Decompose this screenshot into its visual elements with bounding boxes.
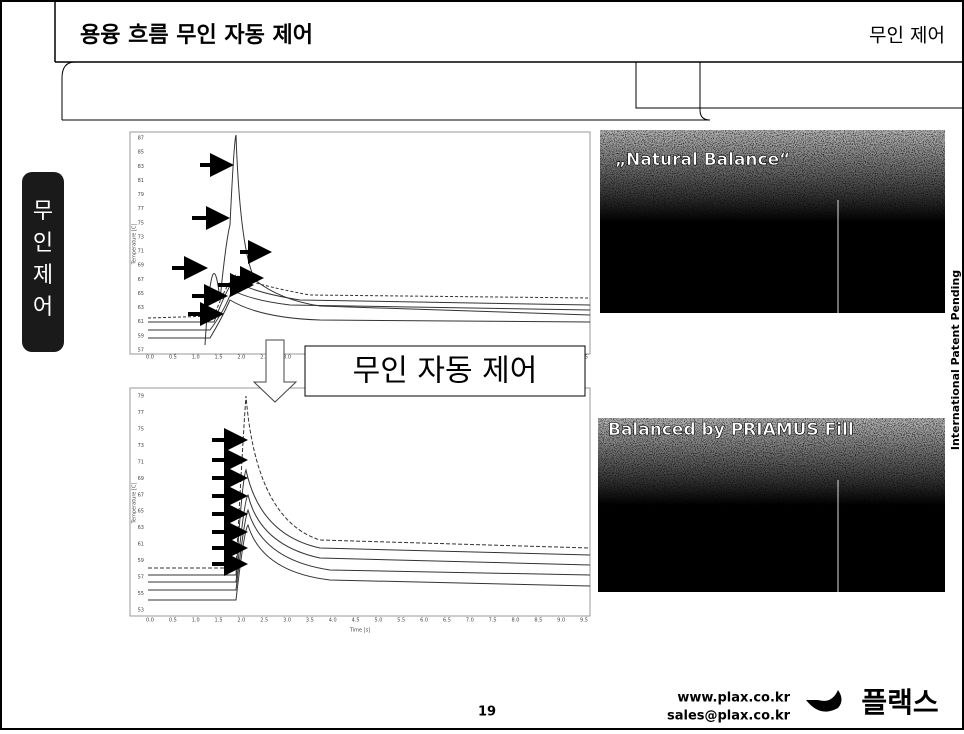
y-tick-label: 65 [138, 291, 144, 297]
y-tick-label: 79 [138, 192, 144, 198]
header-box [61, 61, 711, 121]
image [598, 418, 945, 592]
x-tick-label: 7.5 [489, 618, 497, 624]
x-tick-label: 9.0 [557, 618, 565, 624]
y-tick-label: 63 [138, 525, 144, 531]
y-tick-label: 61 [138, 319, 144, 325]
web: www.plax.co.kr [677, 691, 790, 706]
side-tab-char: 무 [33, 199, 53, 224]
x-tick-label: 9.5 [580, 618, 588, 624]
x-tick-label: 4.0 [329, 618, 337, 624]
image-caption: „Natural Balance“ [615, 150, 790, 170]
x-tick-label: 5.5 [397, 618, 405, 624]
x-tick-label: 1.0 [192, 618, 200, 624]
x-tick-label: 6.5 [443, 618, 451, 624]
logo: 플랙스 [861, 686, 938, 719]
y-tick-label: 87 [138, 136, 144, 142]
x-tick-label: 1.5 [215, 618, 223, 624]
x-tick-label: 0.5 [169, 355, 177, 361]
y-tick-label: 57 [138, 348, 144, 354]
y-tick-label: 85 [138, 150, 144, 156]
y-axis-label: Temperature [C] [132, 483, 138, 525]
down-arrow [252, 339, 298, 403]
x-tick-label: 1.0 [192, 355, 200, 361]
x-tick-label: 7.0 [466, 618, 474, 624]
header-box [635, 62, 962, 109]
y-axis-label: Temperature [C] [132, 224, 138, 266]
side-tab-char: 인 [33, 231, 53, 256]
y-tick-label: 83 [138, 164, 144, 170]
x-tick-label: 2.5 [260, 355, 268, 361]
chart-frame [129, 387, 591, 617]
x-tick-label: 4.5 [352, 618, 360, 624]
y-tick-label: 71 [138, 459, 144, 465]
y-tick-label: 53 [138, 608, 144, 614]
email: sales@plax.co.kr [667, 709, 791, 724]
y-tick-label: 69 [138, 476, 144, 482]
x-tick-label: 0.0 [146, 355, 154, 361]
x-tick-label: 3.0 [283, 355, 291, 361]
x-tick-label: 1.5 [215, 355, 223, 361]
title: 용융 흐름 무인 자동 제어 [80, 23, 313, 48]
y-tick-label: 59 [138, 333, 144, 339]
x-tick-label: 2.0 [237, 355, 245, 361]
banner: 무인 자동 제어 [353, 354, 538, 389]
y-tick-label: 61 [138, 542, 144, 548]
side-note: International Patent Pending [949, 270, 962, 450]
x-tick-label: 0.0 [146, 618, 154, 624]
y-tick-label: 75 [138, 220, 144, 226]
y-tick-label: 77 [138, 410, 144, 416]
x-tick-label: 5.0 [374, 618, 382, 624]
y-tick-label: 73 [138, 234, 144, 240]
y-tick-label: 67 [138, 277, 144, 283]
y-tick-label: 71 [138, 249, 144, 255]
y-tick-label: 55 [138, 591, 144, 597]
y-tick-label: 75 [138, 426, 144, 432]
x-tick-label: 2.5 [260, 618, 268, 624]
side-tab-char: 제 [33, 263, 53, 288]
banner-box [304, 345, 586, 397]
page-number: 19 [478, 705, 496, 720]
y-tick-label: 77 [138, 206, 144, 212]
x-tick-label: 8.5 [534, 618, 542, 624]
y-tick-label: 81 [138, 178, 144, 184]
x-tick-label: 3.0 [283, 618, 291, 624]
side-tab-char: 어 [33, 295, 53, 320]
x-tick-label: 6.0 [420, 618, 428, 624]
x-tick-label: 2.0 [237, 618, 245, 624]
y-tick-label: 57 [138, 575, 144, 581]
y-tick-label: 63 [138, 305, 144, 311]
section: 무인 제어 [869, 25, 945, 47]
x-tick-label: 3.5 [306, 618, 314, 624]
x-tick-label: 0.5 [169, 618, 177, 624]
y-tick-label: 65 [138, 509, 144, 515]
y-tick-label: 69 [138, 263, 144, 269]
image [600, 130, 945, 313]
x-axis-label: Time [s] [349, 628, 370, 634]
logo-mark [806, 690, 842, 712]
y-tick-label: 79 [138, 394, 144, 400]
arrows [172, 153, 272, 576]
y-tick-label: 59 [138, 558, 144, 564]
x-tick-label: 8.0 [511, 618, 519, 624]
side-tab [22, 172, 64, 352]
y-tick-label: 67 [138, 492, 144, 498]
image-caption: Balanced by PRIAMUS Fill [608, 420, 854, 440]
y-tick-label: 73 [138, 443, 144, 449]
